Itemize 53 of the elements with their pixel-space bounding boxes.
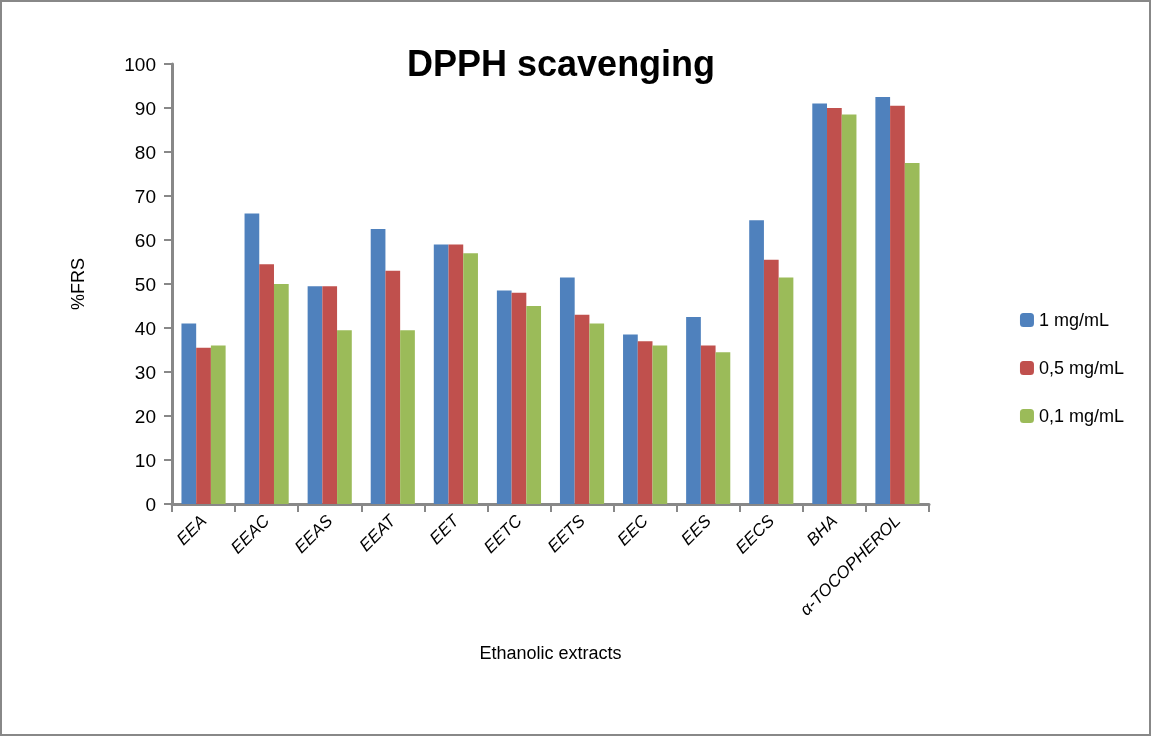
bar xyxy=(307,286,323,504)
bar xyxy=(589,323,605,504)
y-tick-label: 30 xyxy=(134,361,156,383)
y-tick-label: 90 xyxy=(134,97,156,119)
x-axis-title: Ethanolic extracts xyxy=(479,643,622,663)
bar xyxy=(778,277,794,504)
y-axis-title: %FRS xyxy=(68,257,88,311)
bar xyxy=(244,213,260,504)
bar xyxy=(637,341,653,504)
bar xyxy=(511,292,527,504)
y-tick-label: 0 xyxy=(145,493,156,515)
bar xyxy=(526,306,542,504)
bar xyxy=(812,103,828,504)
bar xyxy=(686,317,701,504)
bar xyxy=(259,264,274,504)
bar xyxy=(559,277,575,504)
y-tick-label: 70 xyxy=(134,185,156,207)
legend-label: 0,1 mg/mL xyxy=(1038,406,1125,426)
bar xyxy=(322,286,338,504)
y-tick-label: 100 xyxy=(124,53,156,75)
bar xyxy=(763,259,779,504)
y-tick-label: 40 xyxy=(134,317,156,339)
bar xyxy=(400,330,415,504)
bar xyxy=(337,330,352,504)
bar xyxy=(463,253,478,504)
bar xyxy=(433,244,449,504)
y-tick-label: 60 xyxy=(134,229,156,251)
bar xyxy=(652,345,668,504)
y-tick-label: 20 xyxy=(134,405,156,427)
bar xyxy=(904,163,920,504)
bar xyxy=(749,220,764,504)
bar xyxy=(448,244,464,504)
y-tick-label: 80 xyxy=(134,141,156,163)
bar xyxy=(196,347,211,504)
bar xyxy=(273,284,289,504)
bar xyxy=(181,323,197,504)
chart-title: DPPH scavenging xyxy=(407,42,716,84)
bar xyxy=(890,105,905,504)
bar xyxy=(841,114,857,504)
legend-label: 0,5 mg/mL xyxy=(1038,358,1125,378)
bar xyxy=(370,229,386,504)
bar xyxy=(385,270,401,504)
bar xyxy=(210,345,226,504)
bar xyxy=(623,334,638,504)
bar xyxy=(700,345,716,504)
bar xyxy=(496,290,512,504)
y-tick-label: 10 xyxy=(134,449,156,471)
y-tick-label: 50 xyxy=(134,273,156,295)
bar xyxy=(827,108,842,504)
legend-label: 1 mg/mL xyxy=(1038,310,1109,330)
bar xyxy=(715,352,731,504)
bar xyxy=(875,97,891,504)
bar xyxy=(574,314,590,504)
